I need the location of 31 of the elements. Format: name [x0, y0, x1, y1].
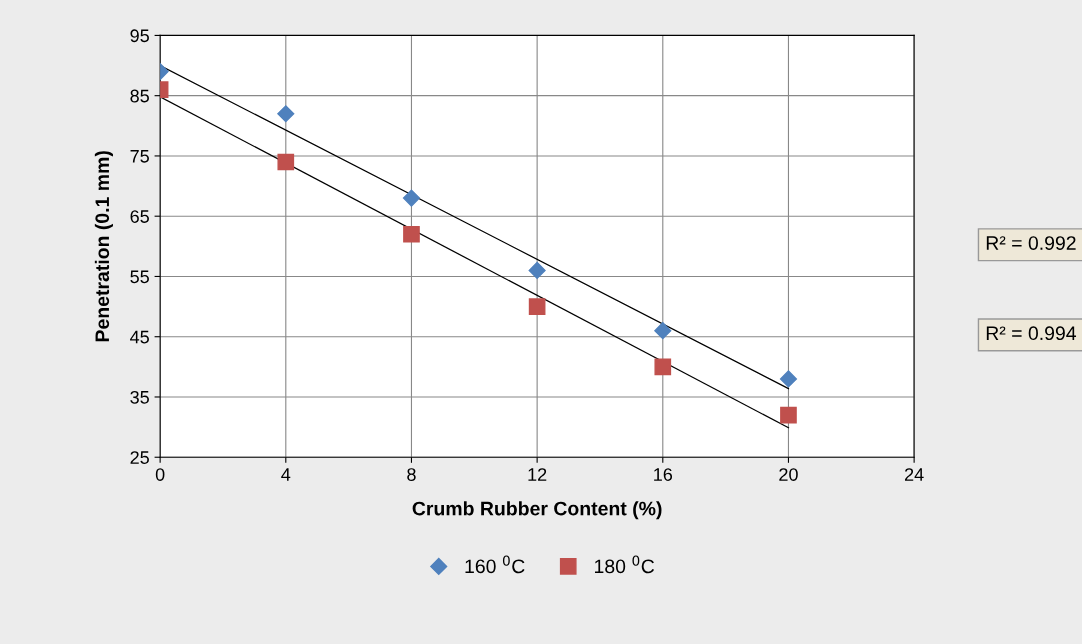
x-tick-label: 8 — [407, 468, 416, 481]
x-tick-label: 12 — [528, 468, 547, 481]
point — [528, 261, 546, 279]
x-tick-label: 16 — [654, 468, 673, 481]
x-tick-label: 20 — [779, 468, 798, 481]
point — [402, 189, 421, 207]
point — [528, 298, 546, 315]
text: R² = 0.994 — [986, 326, 1077, 341]
y-tick-label: 95 — [130, 29, 149, 43]
point — [654, 322, 672, 340]
legend-label: 160 $^{0}$C — [465, 555, 525, 574]
point — [654, 358, 672, 376]
point — [780, 406, 797, 424]
point — [403, 225, 420, 243]
point — [277, 105, 295, 123]
y-tick-label: 35 — [130, 390, 149, 404]
point — [277, 153, 295, 171]
y-tick-label: 25 — [130, 451, 149, 464]
y-tick-label: 45 — [130, 330, 149, 344]
x-tick-label: 24 — [905, 468, 924, 481]
x-tick-label: 0 — [155, 468, 165, 481]
x-axis-title: Crumb Rubber Content (%) — [412, 501, 662, 520]
legend-label: 180 $^{0}$C — [595, 555, 655, 574]
y-tick-label: 65 — [130, 210, 149, 223]
y-tick-label: 55 — [130, 270, 149, 284]
y-tick-label: 75 — [130, 150, 149, 163]
point — [779, 370, 798, 388]
x-tick-label: 4 — [281, 468, 291, 481]
y-axis-title: Penetration (0.1 mm) — [94, 151, 113, 342]
text: R² = 0.992 — [986, 236, 1076, 250]
y-tick-label: 85 — [130, 89, 149, 103]
